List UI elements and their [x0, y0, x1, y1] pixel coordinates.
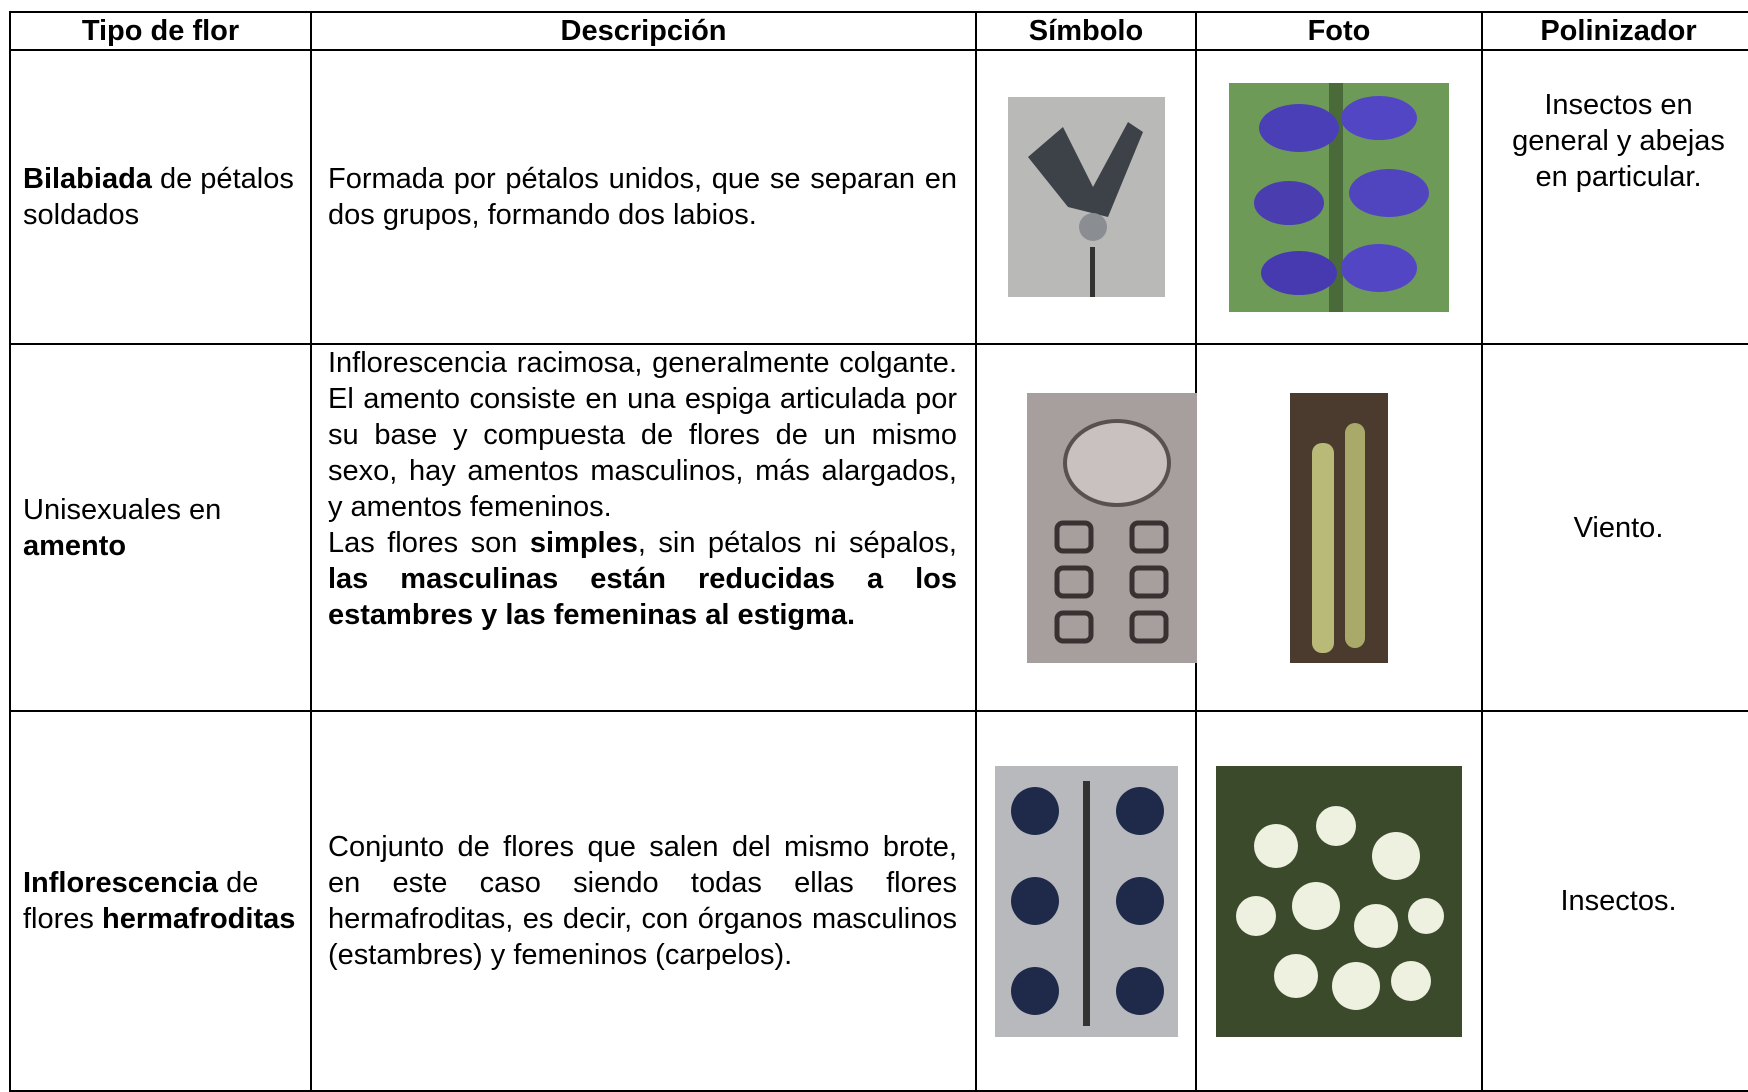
- text-run: hermafroditas: [101, 903, 296, 935]
- paragraph: Formada por pétalos unidos, que se separ…: [328, 161, 957, 233]
- text-run: Formada por pétalos unidos, que se separ…: [328, 163, 957, 231]
- header-cell: Símbolo: [975, 11, 1197, 51]
- flower-cell: Unisexuales en amento: [9, 343, 312, 712]
- pollinator-cell: Viento.: [1481, 343, 1748, 712]
- text-run: las masculinas están reducidas a los est…: [328, 563, 957, 631]
- photo-cell: [1195, 343, 1483, 712]
- photo-cell: [1195, 49, 1483, 345]
- photo-image: [1290, 392, 1388, 663]
- text-run: Bilabiada: [23, 163, 152, 195]
- photo-cell: [1195, 710, 1483, 1092]
- paragraph: Las flores son simples, sin pétalos ni s…: [328, 525, 957, 633]
- flower-cell: Inflorescencia de flores hermafroditas: [9, 710, 312, 1092]
- row: Unisexuales en amento Inflorescencia rac…: [9, 343, 1748, 712]
- symbol-cell: [975, 710, 1197, 1092]
- photo-image: [1216, 765, 1462, 1037]
- symbol-image: [1027, 392, 1197, 663]
- symbol-cell: [975, 343, 1197, 712]
- text-run: Las flores son: [328, 527, 530, 559]
- paragraph: Inflorescencia racimosa, generalmente co…: [328, 345, 957, 525]
- pollinator-cell: Insectos.: [1481, 710, 1748, 1092]
- row: Bilabiada de pétalos soldados Formada po…: [9, 49, 1748, 345]
- text-run: simples: [529, 527, 638, 559]
- text-run: de pétalos soldados: [23, 163, 294, 231]
- row: Inflorescencia de flores hermafroditas C…: [9, 710, 1748, 1092]
- pollinator-cell: Insectos en general y abejas en particul…: [1481, 49, 1748, 345]
- text-run: , sin pétalos ni sépalos,: [637, 527, 957, 559]
- header-cell: Descripción: [310, 11, 977, 51]
- description-cell: Conjunto de flores que salen del mismo b…: [310, 710, 977, 1092]
- symbol-image: [1007, 97, 1165, 297]
- header-cell: Tipo de flor: [9, 11, 312, 51]
- text-run: amento: [23, 529, 127, 562]
- text-run: Conjunto de flores que salen del mismo b…: [328, 831, 957, 971]
- text-run: de flores: [23, 867, 259, 935]
- text-run: Inflorescencia racimosa, generalmente co…: [328, 347, 957, 523]
- paragraph: Conjunto de flores que salen del mismo b…: [328, 829, 957, 973]
- symbol-cell: [975, 49, 1197, 345]
- header-row: Tipo de flor Descripción Símbolo Foto Po…: [9, 11, 1748, 51]
- description-cell: Formada por pétalos unidos, que se separ…: [310, 49, 977, 345]
- symbol-image: [994, 765, 1178, 1037]
- text-run: Unisexuales en: [23, 493, 222, 526]
- description-cell: Inflorescencia racimosa, generalmente co…: [310, 343, 977, 712]
- photo-image: [1229, 82, 1449, 312]
- text-run: Inflorescencia: [23, 867, 219, 899]
- header-cell: Foto: [1195, 11, 1483, 51]
- header-cell: Polinizador: [1481, 11, 1748, 51]
- flower-cell: Bilabiada de pétalos soldados: [9, 49, 312, 345]
- flower-table: Tipo de flor Descripción Símbolo Foto Po…: [9, 11, 1748, 1092]
